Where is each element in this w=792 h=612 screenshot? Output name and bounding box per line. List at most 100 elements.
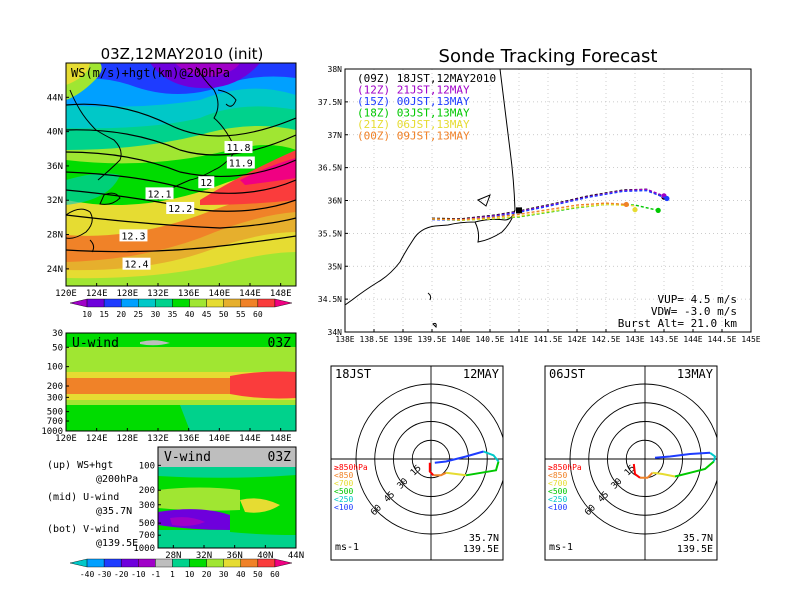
map-xtick-label: 148E xyxy=(270,289,292,299)
colorbar-tick-label: -1 xyxy=(151,570,161,579)
v-ytick-label: 300 xyxy=(139,501,155,511)
track-ytick-label: 34N xyxy=(328,328,343,337)
v-xtick-label: 40N xyxy=(257,551,273,561)
track-ytick-label: 38N xyxy=(328,65,343,74)
colorbar-tick-label: 55 xyxy=(236,310,246,319)
u-ytick-label: 300 xyxy=(47,393,63,403)
hodo-legend-entry: <250 xyxy=(548,495,567,504)
colorbar-swatch xyxy=(274,298,293,308)
map-ytick-label: 44N xyxy=(47,93,63,103)
contour-label-bg xyxy=(166,201,195,214)
map-ytick-label: 40N xyxy=(47,128,63,138)
contour-label-bg xyxy=(119,229,148,242)
u-xtick-label: 128E xyxy=(116,434,138,444)
hodo-segment xyxy=(428,462,435,476)
colorbar-swatch xyxy=(223,298,241,308)
track-ytick-label: 37N xyxy=(328,131,343,140)
map-xtick-label: 132E xyxy=(147,289,169,299)
contour-label: 12.3 xyxy=(121,231,145,242)
track-xtick-label: 139E xyxy=(393,335,412,344)
hodo-legend-entry: <850 xyxy=(334,471,353,480)
colorbar-tick-label: 35 xyxy=(168,310,178,319)
map-xtick-label: 120E xyxy=(55,289,77,299)
colorbar-swatch xyxy=(240,298,259,308)
colorbar-tick-label: -10 xyxy=(131,570,146,579)
hodo-label-bg xyxy=(455,367,502,381)
u-section-axes: 120E 124E 128E 132E 136E 140E 144E 148E 30 50 100 2… xyxy=(41,329,291,444)
map-label-box: WS(m/s)+hgt(km)@200hPa xyxy=(71,66,230,80)
v-section-field xyxy=(158,447,296,548)
hodo-legend-entry: <700 xyxy=(548,479,567,488)
contour-label-bg xyxy=(226,156,255,169)
hodo-legend-entry: <700 xyxy=(334,479,353,488)
hodo-segment xyxy=(483,450,500,463)
landing-point xyxy=(664,195,670,202)
tracking-map xyxy=(345,69,751,332)
map-xtick-label: 136E xyxy=(178,289,200,299)
track-legend-entry: (21Z) 06JST,13MAY xyxy=(357,118,470,131)
hodo-segment xyxy=(674,460,715,478)
v-ytick-label: 700 xyxy=(139,531,155,541)
track-legend-entry: (12Z) 21JST,12MAY xyxy=(357,84,470,97)
map-ytick-label: 36N xyxy=(47,162,63,172)
hodo-lon: 139.5E xyxy=(677,544,713,555)
contour-label-bg xyxy=(224,141,253,154)
track-xtick-label: 138E xyxy=(335,335,354,344)
colorbar-swatch xyxy=(206,558,224,568)
colorbar-swatch xyxy=(155,558,173,568)
sonde-params: VUP= 4.5 m/s VDW= -3.0 m/s Burst Alt= 21… xyxy=(618,293,738,330)
colorbar-swatch xyxy=(257,298,276,308)
hodo-right-label: 13MAY xyxy=(677,367,714,381)
map-title: 03Z,12MAY2010 (init) xyxy=(101,45,264,63)
u-xtick-label: 120E xyxy=(55,434,77,444)
hodo-frame xyxy=(544,365,718,561)
track-xtick-label: 143E xyxy=(625,335,644,344)
contour-label: 12 xyxy=(200,178,212,189)
hodo-legend-entry: <500 xyxy=(334,487,353,496)
hodo-frame xyxy=(330,365,504,561)
colorbar-tick-label: 45 xyxy=(202,310,212,319)
u-xtick-label: 140E xyxy=(208,434,230,444)
colorbar-tick-label: 15 xyxy=(99,310,109,319)
launch-site xyxy=(516,207,522,214)
sonde-tracks xyxy=(431,188,670,221)
colorbar-tick-label: 60 xyxy=(253,310,263,319)
track-ytick-label: 36N xyxy=(328,197,343,206)
map-ytick-label: 28N xyxy=(47,231,63,241)
hodo-legend-entry: <100 xyxy=(334,503,353,512)
track-xtick-label: 143.5E xyxy=(650,335,679,344)
map-xtick-label: 140E xyxy=(208,289,230,299)
hodo-segment xyxy=(465,461,500,477)
v-ytick-label: 200 xyxy=(139,486,155,496)
landing-point xyxy=(623,201,629,208)
contour-label: 11.9 xyxy=(229,158,253,169)
colorbar-tick-label: 20 xyxy=(116,310,126,319)
tracking-axes: 138E 138.5E 139E 139.5E 140E 140.5E 141E 141.5E… xyxy=(318,65,761,344)
track-xtick-label: 141E xyxy=(509,335,528,344)
u-ytick-label: 100 xyxy=(47,363,63,373)
u-xtick-label: 148E xyxy=(270,434,292,444)
colorbar-swatch xyxy=(189,298,207,308)
hodo-legend-entry: ≥850hPa xyxy=(548,463,582,472)
contour-label-bg xyxy=(198,176,215,189)
hodo-segment xyxy=(434,450,484,464)
map-ytick-label: 24N xyxy=(47,265,63,275)
colorbar-swatch xyxy=(138,558,156,568)
colorbar-swatch xyxy=(121,558,139,568)
hodo-segment xyxy=(709,451,717,462)
colorbar-swatch xyxy=(103,558,122,568)
panel-legend: (up) WS+hgt @200hPa (mid) U-wind @35.7N … xyxy=(47,460,138,549)
track-line xyxy=(431,203,636,221)
track-xtick-label: 139.5E xyxy=(418,335,447,344)
hodo-segment xyxy=(654,451,711,459)
track-ytick-label: 34.5N xyxy=(318,295,342,304)
u-xtick-label: 144E xyxy=(239,434,261,444)
hodo-unit: ms-1 xyxy=(335,542,359,553)
legend-up-2: @200hPa xyxy=(96,474,138,485)
hodo-segment xyxy=(433,471,447,477)
colorbar-swatch xyxy=(206,298,224,308)
colorbar-swatch xyxy=(155,298,173,308)
colorbar-swatch xyxy=(138,298,156,308)
colorbar-swatch xyxy=(86,558,105,568)
